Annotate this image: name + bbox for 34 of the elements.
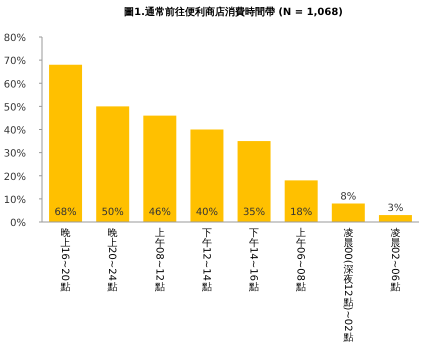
y-tick-label: 10% (4, 194, 26, 206)
bar (284, 180, 318, 222)
category-label: 凌晨00(深夜12點)~02點 (342, 228, 354, 344)
y-tick-label: 20% (4, 172, 26, 183)
bar (143, 116, 176, 222)
x-tick-label: 凌晨02~06點 (388, 227, 400, 293)
bar (378, 215, 412, 222)
data-label: 46% (148, 207, 171, 218)
x-tick-label: 下午12~14點 (200, 228, 212, 293)
bar (96, 106, 130, 222)
data-label: 35% (242, 207, 266, 218)
y-tick-label: 80% (4, 33, 26, 44)
bar (49, 64, 82, 222)
bar (190, 130, 224, 222)
y-tick-label: 40% (4, 126, 26, 136)
data-label: 68% (54, 207, 77, 218)
data-label: 40% (196, 207, 218, 218)
y-tick-label: 70% (4, 56, 26, 68)
x-tick-label: 晚上20~24點 (106, 227, 118, 293)
y-tick-label: 0% (10, 218, 26, 229)
chart-title: 圖1.通常前往便利商店消費時間帶 (N = 1,068) (124, 6, 343, 18)
x-tick-label: 上午06~08點 (294, 227, 306, 293)
y-tick-label: 60% (4, 79, 26, 90)
data-label: 50% (102, 207, 124, 218)
y-tick-label: 50% (4, 102, 26, 114)
data-label: 8% (340, 192, 356, 202)
bar (238, 141, 271, 222)
data-label: 18% (290, 207, 312, 218)
bar (332, 204, 365, 222)
x-tick-label: 晚上16~20點 (59, 227, 71, 293)
x-tick-label: 下午14~16點 (248, 228, 260, 293)
y-tick-label: 30% (4, 148, 26, 160)
data-label: 3% (388, 203, 404, 214)
x-tick-label: 上午08~12點 (153, 227, 165, 293)
